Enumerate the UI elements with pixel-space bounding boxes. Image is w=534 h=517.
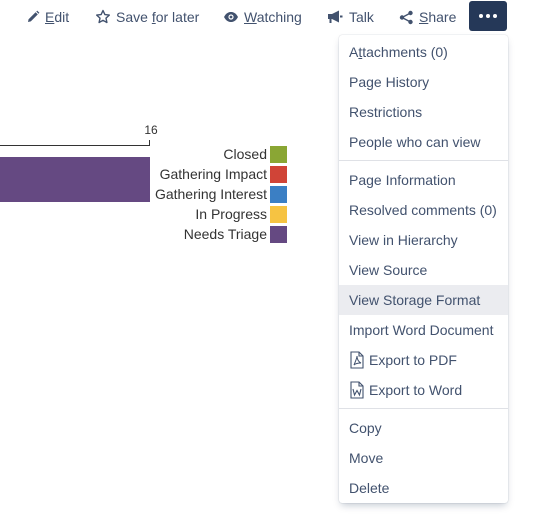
chart-bar-needs-triage [0,157,150,202]
more-actions-button[interactable] [469,1,507,31]
legend-item: In Progress [155,204,287,224]
ellipsis-icon [478,14,499,18]
menu-item-copy[interactable]: Copy [349,420,382,436]
share-icon [399,10,413,24]
legend-swatch [270,205,287,223]
menu-item-attachments[interactable]: Attachments (0) [339,37,508,67]
legend-label: In Progress [195,206,267,222]
legend-item: Gathering Interest [155,184,287,204]
watching-button[interactable]: Watching [223,8,302,26]
menu-item-view-storage-format[interactable]: View Storage Format [339,285,508,315]
menu-item-import-word-document[interactable]: Import Word Document [349,322,494,338]
menu-item-label: Attachments (0) [349,44,448,60]
menu-item-resolved-comments[interactable]: Resolved comments (0) [349,202,497,218]
axis-tick [149,140,150,146]
legend-item: Needs Triage [155,224,287,244]
pencil-icon [28,10,40,22]
page-toolbar: Edit Save for later Watching Talk [0,0,534,34]
menu-item-label: Export to PDF [369,352,457,368]
legend-swatch [270,145,287,163]
menu-item-export-to-pdf[interactable]: Export to PDF [339,345,508,375]
more-actions-menu: Attachments (0) Page History Restriction… [339,35,508,503]
pdf-file-icon [350,351,364,369]
menu-item-label: Export to Word [369,382,463,398]
legend-item: Gathering Impact [155,164,287,184]
talk-button[interactable]: Talk [327,8,374,26]
watching-label: Watching [244,9,302,25]
legend-swatch [270,185,287,203]
legend-label: Gathering Impact [159,166,267,182]
share-label: Share [419,9,457,25]
menu-item-view-source[interactable]: View Source [349,262,428,278]
save-for-later-button[interactable]: Save for later [95,8,199,26]
edit-label: Edit [45,9,70,25]
save-for-later-label: Save for later [116,9,200,25]
legend-swatch [270,165,287,183]
star-icon [96,9,110,24]
chart-legend: Closed Gathering Impact Gathering Intere… [155,144,287,244]
menu-item-delete[interactable]: Delete [349,480,390,496]
eye-icon [224,12,238,22]
menu-separator [339,408,508,409]
menu-item-move[interactable]: Move [349,450,384,466]
menu-item-restrictions[interactable]: Restrictions [349,104,423,120]
legend-swatch [270,225,287,243]
menu-item-page-information[interactable]: Page Information [349,172,456,188]
talk-label: Talk [349,9,374,25]
x-axis-line [0,145,150,146]
word-file-icon [350,381,364,399]
edit-button[interactable]: Edit [26,8,69,26]
legend-item: Closed [155,144,287,164]
menu-item-view-in-hierarchy[interactable]: View in Hierarchy [349,232,458,248]
share-button[interactable]: Share [399,8,456,26]
legend-label: Needs Triage [183,226,267,242]
legend-label: Gathering Interest [154,186,267,202]
menu-item-page-history[interactable]: Page History [349,74,430,90]
menu-separator [339,160,508,161]
axis-tick-label: 16 [144,123,158,137]
menu-item-people-who-can-view[interactable]: People who can view [349,134,481,150]
legend-label: Closed [223,146,267,162]
megaphone-icon [328,10,343,23]
menu-item-export-to-word[interactable]: Export to Word [339,375,508,405]
